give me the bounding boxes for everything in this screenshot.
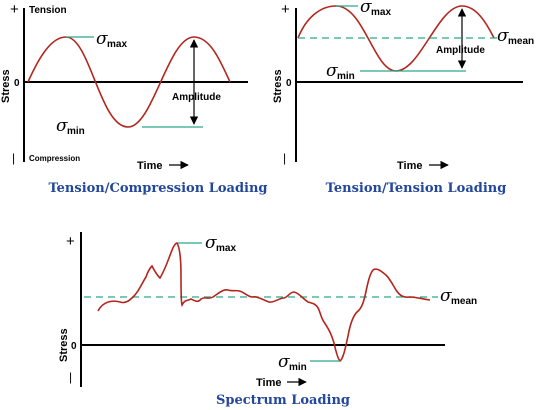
sigma-max-symbol: σ — [205, 233, 217, 253]
sigma-min-symbol: σ — [326, 61, 338, 81]
sigma-min-symbol: σ — [278, 352, 290, 372]
zero-label: 0 — [14, 78, 20, 89]
sigma-min-subscript: min — [289, 362, 307, 373]
sigma-max-subscript: max — [371, 7, 391, 18]
sigma-min-subscript: min — [67, 126, 85, 137]
stress-label: Stress — [0, 69, 12, 103]
panel-spectrum: + | Stress 0 σ max σ min σ mean Time Spe… — [58, 232, 477, 408]
sigma-max-symbol: σ — [96, 29, 108, 49]
plus-sign: + — [281, 1, 290, 18]
panel-tension-compression: + | Tension Compression Stress 0 σ max σ… — [0, 1, 268, 196]
spectrum-wave — [97, 242, 431, 363]
tension-label: Tension — [29, 5, 67, 16]
time-label: Time — [397, 160, 422, 172]
plus-sign: + — [66, 233, 75, 250]
stress-label: Stress — [58, 328, 70, 362]
sigma-mean-symbol: σ — [497, 26, 509, 46]
minus-sign: | — [283, 151, 286, 165]
sigma-mean-subscript: mean — [508, 36, 534, 47]
caption-spectrum: Spectrum Loading — [216, 393, 350, 408]
caption-tension-tension: Tension/Tension Loading — [326, 181, 507, 196]
compression-label: Compression — [29, 154, 80, 163]
amplitude-label: Amplitude — [436, 45, 485, 56]
zero-label: 0 — [71, 341, 77, 352]
time-label: Time — [137, 160, 162, 172]
minus-sign: | — [69, 370, 72, 384]
sine-wave — [27, 36, 231, 128]
sigma-max-symbol: σ — [360, 0, 372, 17]
sigma-mean-symbol: σ — [440, 286, 452, 306]
sigma-mean-subscript: mean — [451, 296, 477, 307]
zero-label: 0 — [286, 78, 292, 89]
sigma-max-subscript: max — [107, 39, 127, 50]
sigma-min-subscript: min — [337, 71, 355, 82]
sigma-min-symbol: σ — [56, 116, 68, 136]
amplitude-label: Amplitude — [172, 92, 221, 103]
stress-label: Stress — [272, 69, 284, 103]
sigma-max-subscript: max — [216, 243, 236, 254]
caption-tension-compression: Tension/Compression Loading — [48, 181, 267, 196]
panel-tension-tension: + | Stress 0 σ max σ min σ mean Amplitud… — [272, 0, 534, 196]
minus-sign: | — [12, 151, 15, 165]
plus-sign: + — [10, 1, 19, 18]
time-label: Time — [256, 377, 281, 389]
